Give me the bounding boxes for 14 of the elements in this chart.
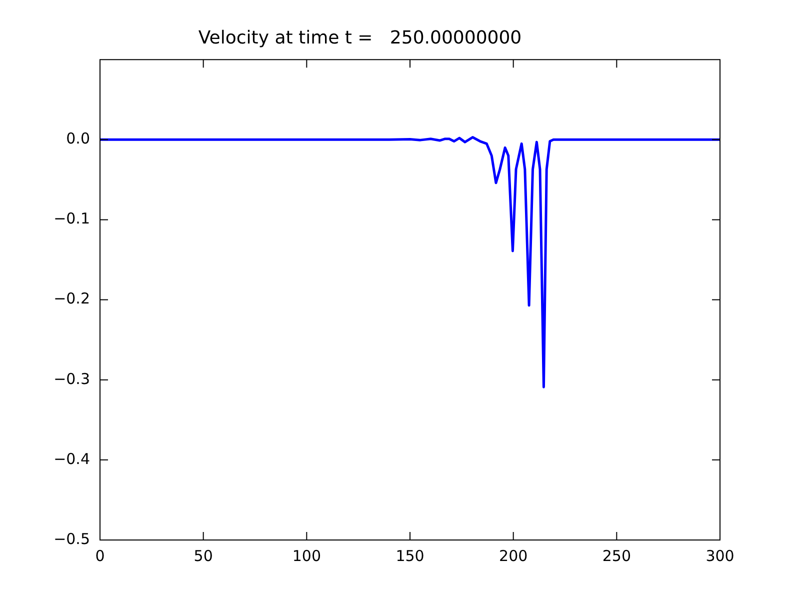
x-tick-label: 150 — [396, 546, 424, 565]
chart-title: Velocity at time t = 250.00000000 — [198, 27, 522, 48]
y-tick-label: −0.1 — [54, 210, 90, 228]
x-tick-label: 100 — [292, 546, 321, 565]
y-tick-label: 0.0 — [66, 130, 90, 148]
y-tick-label: −0.2 — [54, 290, 90, 308]
x-tick-label: 250 — [602, 546, 631, 565]
y-tick-label: −0.5 — [54, 530, 90, 548]
x-tick-label: 300 — [706, 546, 734, 565]
x-tick-label: 200 — [499, 546, 528, 565]
x-tick-label: 0 — [95, 546, 105, 565]
y-tick-label: −0.4 — [54, 450, 90, 468]
y-tick-label: −0.3 — [54, 370, 90, 388]
x-tick-label: 50 — [194, 546, 213, 565]
